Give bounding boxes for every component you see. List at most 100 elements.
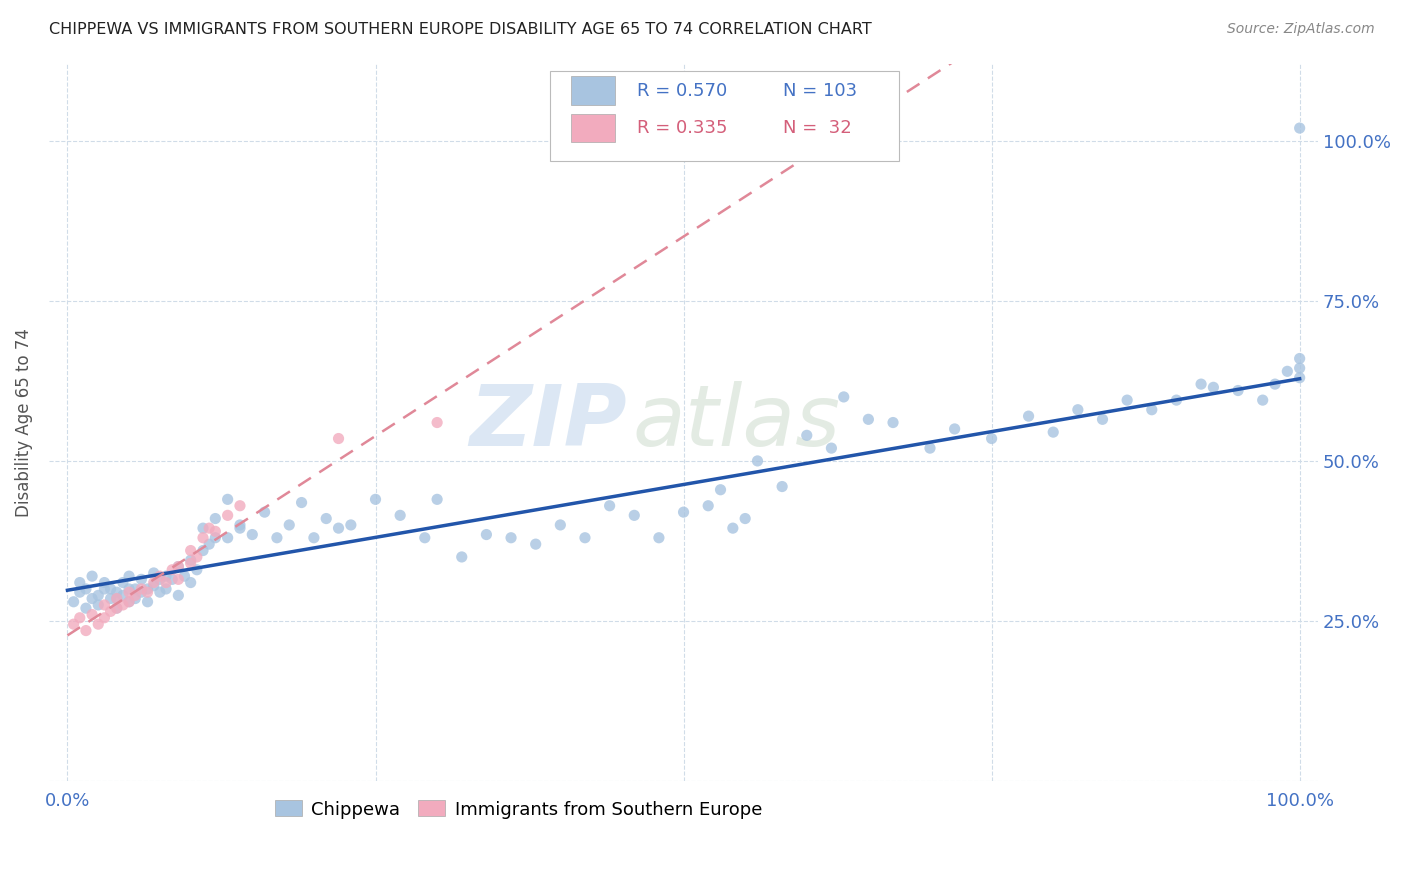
Chippewa bbox=[1018, 409, 1040, 424]
Chippewa bbox=[186, 563, 208, 577]
Immigrants from Southern Europe bbox=[118, 585, 141, 599]
Chippewa bbox=[524, 537, 547, 551]
Immigrants from Southern Europe bbox=[426, 416, 449, 430]
Chippewa bbox=[105, 601, 128, 615]
Chippewa bbox=[105, 591, 128, 606]
Chippewa bbox=[1288, 361, 1310, 376]
Chippewa bbox=[450, 549, 472, 564]
Chippewa bbox=[180, 575, 202, 590]
Chippewa bbox=[142, 579, 165, 593]
Chippewa bbox=[191, 543, 214, 558]
Chippewa bbox=[648, 531, 671, 545]
Chippewa bbox=[1067, 402, 1090, 417]
Chippewa bbox=[1227, 384, 1250, 398]
Chippewa bbox=[118, 595, 141, 609]
Immigrants from Southern Europe bbox=[149, 569, 172, 583]
Chippewa bbox=[574, 531, 596, 545]
Chippewa bbox=[173, 569, 195, 583]
Chippewa bbox=[1140, 402, 1163, 417]
Chippewa bbox=[69, 585, 91, 599]
Chippewa bbox=[149, 573, 172, 587]
Immigrants from Southern Europe bbox=[167, 573, 190, 587]
Chippewa bbox=[1277, 364, 1299, 378]
Chippewa bbox=[796, 428, 818, 442]
Immigrants from Southern Europe bbox=[124, 588, 146, 602]
Chippewa bbox=[111, 575, 134, 590]
Chippewa bbox=[832, 390, 855, 404]
Chippewa bbox=[882, 416, 904, 430]
Immigrants from Southern Europe bbox=[105, 601, 128, 615]
Immigrants from Southern Europe bbox=[82, 607, 104, 622]
Chippewa bbox=[217, 531, 239, 545]
Chippewa bbox=[328, 521, 350, 535]
Chippewa bbox=[1091, 412, 1114, 426]
Chippewa bbox=[1202, 380, 1225, 394]
Chippewa bbox=[131, 585, 153, 599]
Chippewa bbox=[1116, 393, 1139, 408]
Immigrants from Southern Europe bbox=[69, 611, 91, 625]
Chippewa bbox=[62, 595, 84, 609]
Chippewa bbox=[100, 591, 122, 606]
Text: atlas: atlas bbox=[633, 381, 841, 464]
Chippewa bbox=[93, 575, 115, 590]
Chippewa bbox=[1288, 370, 1310, 384]
Chippewa bbox=[191, 521, 214, 535]
Chippewa bbox=[229, 521, 252, 535]
Chippewa bbox=[266, 531, 288, 545]
Text: CHIPPEWA VS IMMIGRANTS FROM SOUTHERN EUROPE DISABILITY AGE 65 TO 74 CORRELATION : CHIPPEWA VS IMMIGRANTS FROM SOUTHERN EUR… bbox=[49, 22, 872, 37]
Chippewa bbox=[87, 588, 110, 602]
Chippewa bbox=[82, 591, 104, 606]
Chippewa bbox=[550, 518, 572, 533]
Chippewa bbox=[155, 582, 177, 596]
Immigrants from Southern Europe bbox=[204, 524, 226, 539]
Immigrants from Southern Europe bbox=[136, 585, 159, 599]
Chippewa bbox=[426, 492, 449, 507]
Immigrants from Southern Europe bbox=[142, 575, 165, 590]
Chippewa bbox=[100, 582, 122, 596]
Chippewa bbox=[734, 511, 756, 525]
Chippewa bbox=[75, 601, 97, 615]
Immigrants from Southern Europe bbox=[167, 559, 190, 574]
Immigrants from Southern Europe bbox=[198, 521, 221, 535]
Chippewa bbox=[315, 511, 337, 525]
Chippewa bbox=[198, 537, 221, 551]
Immigrants from Southern Europe bbox=[118, 595, 141, 609]
Chippewa bbox=[82, 569, 104, 583]
FancyBboxPatch shape bbox=[571, 113, 614, 142]
Chippewa bbox=[1189, 377, 1212, 392]
Chippewa bbox=[149, 585, 172, 599]
Text: N = 103: N = 103 bbox=[783, 81, 856, 100]
Chippewa bbox=[721, 521, 744, 535]
Chippewa bbox=[672, 505, 695, 519]
Chippewa bbox=[770, 479, 793, 493]
Chippewa bbox=[623, 508, 645, 523]
Immigrants from Southern Europe bbox=[93, 611, 115, 625]
Chippewa bbox=[136, 582, 159, 596]
Immigrants from Southern Europe bbox=[180, 557, 202, 571]
Chippewa bbox=[118, 582, 141, 596]
Chippewa bbox=[69, 575, 91, 590]
Immigrants from Southern Europe bbox=[155, 575, 177, 590]
Immigrants from Southern Europe bbox=[87, 617, 110, 632]
Immigrants from Southern Europe bbox=[62, 617, 84, 632]
Chippewa bbox=[278, 518, 301, 533]
Chippewa bbox=[217, 492, 239, 507]
Chippewa bbox=[131, 573, 153, 587]
Text: R = 0.570: R = 0.570 bbox=[637, 81, 727, 100]
Chippewa bbox=[364, 492, 387, 507]
Chippewa bbox=[167, 588, 190, 602]
Chippewa bbox=[136, 595, 159, 609]
Text: N =  32: N = 32 bbox=[783, 119, 851, 136]
FancyBboxPatch shape bbox=[550, 71, 900, 161]
Immigrants from Southern Europe bbox=[100, 604, 122, 618]
Chippewa bbox=[1288, 121, 1310, 136]
Y-axis label: Disability Age 65 to 74: Disability Age 65 to 74 bbox=[15, 328, 32, 517]
Chippewa bbox=[1251, 393, 1274, 408]
Chippewa bbox=[118, 569, 141, 583]
Chippewa bbox=[1264, 377, 1286, 392]
Text: Source: ZipAtlas.com: Source: ZipAtlas.com bbox=[1227, 22, 1375, 37]
Immigrants from Southern Europe bbox=[328, 432, 350, 446]
Chippewa bbox=[204, 511, 226, 525]
Immigrants from Southern Europe bbox=[160, 563, 183, 577]
Chippewa bbox=[160, 573, 183, 587]
